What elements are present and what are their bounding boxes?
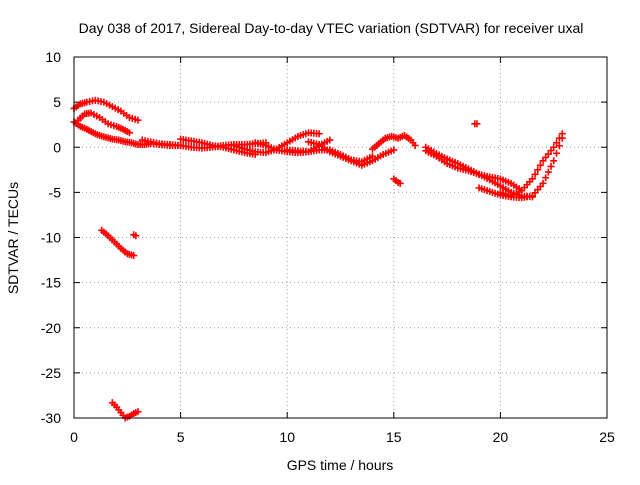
x-tick-label: 0 <box>70 429 78 445</box>
series-arc-5 <box>130 231 140 240</box>
series-arc-4 <box>98 226 138 260</box>
data-point <box>130 252 138 260</box>
data-point <box>125 129 133 137</box>
x-tick-label: 15 <box>386 429 402 445</box>
data-point <box>536 161 544 169</box>
data-point <box>411 141 419 149</box>
data-point <box>326 136 334 144</box>
y-tick-label: -30 <box>41 410 61 426</box>
series-arc-15 <box>471 120 481 128</box>
data-point <box>542 174 550 182</box>
x-tick-label: 10 <box>279 429 295 445</box>
series-arc-3 <box>74 109 133 137</box>
data-point <box>547 162 555 170</box>
series-arc-13 <box>368 132 419 153</box>
data-point <box>528 175 536 183</box>
y-tick-label: -10 <box>41 230 61 246</box>
data-point <box>553 149 561 157</box>
data-point <box>134 408 142 416</box>
x-tick-label: 5 <box>177 429 185 445</box>
series-arc-19 <box>496 130 566 200</box>
data-point <box>390 146 398 154</box>
data-point <box>473 120 481 128</box>
y-tick-label: -20 <box>41 320 61 336</box>
grid-lines <box>74 57 607 418</box>
data-point <box>134 116 142 124</box>
series-arc-14 <box>390 175 404 187</box>
data-point <box>555 134 563 142</box>
series-arc-2 <box>70 96 142 124</box>
y-tick-label: 10 <box>45 49 61 65</box>
data-point <box>132 232 140 240</box>
data-point <box>550 157 558 165</box>
y-tick-label: -5 <box>49 184 62 200</box>
data-point <box>315 130 323 138</box>
axis-ticks: 0 5 10 15 20 25 10 5 0 -5 -10 -15 -20 -25 -30 <box>41 49 615 445</box>
data-point <box>553 139 561 147</box>
x-tick-label: 25 <box>599 429 615 445</box>
y-tick-label: 0 <box>53 139 61 155</box>
y-axis-label: SDTVAR / TECUs <box>5 182 21 294</box>
data-point <box>558 130 566 138</box>
series-arc-16 <box>422 147 526 195</box>
series-arc-12 <box>305 138 398 169</box>
plot-frame <box>73 56 608 419</box>
data-point <box>531 170 539 178</box>
chart-title: Day 038 of 2017, Sidereal Day-to-day VTE… <box>79 20 584 36</box>
y-tick-label: -15 <box>41 275 61 291</box>
data-points <box>70 96 566 422</box>
y-tick-label: 5 <box>53 94 61 110</box>
data-point <box>539 179 547 187</box>
y-tick-label: -25 <box>41 365 61 381</box>
data-point <box>550 143 558 151</box>
x-axis-label: GPS time / hours <box>287 457 394 473</box>
x-tick-label: 20 <box>493 429 509 445</box>
data-point <box>396 179 404 187</box>
data-point <box>544 168 552 176</box>
data-point <box>534 166 542 174</box>
